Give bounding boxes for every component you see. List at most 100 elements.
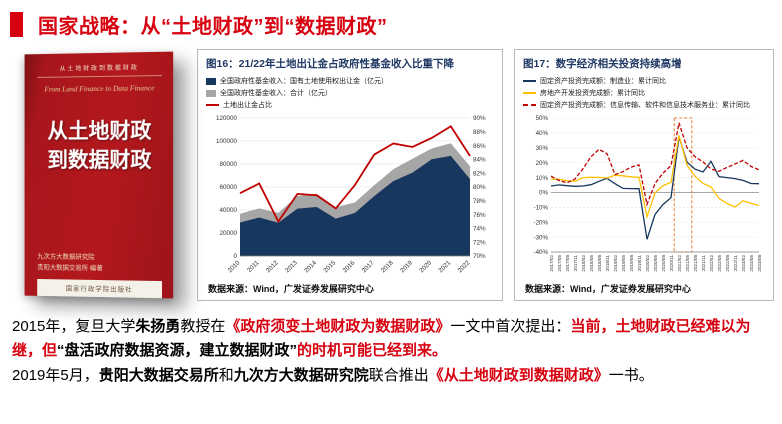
svg-text:-40%: -40% — [534, 249, 549, 256]
legend-label: 全国政府性基金收入：合计（亿元） — [220, 90, 332, 97]
legend-swatch-icon — [523, 80, 536, 82]
book-cover-wrap: 从土地财政到数据财政 From Land Finance to Data Fin… — [10, 49, 186, 299]
content-row: 从土地财政到数据财政 From Land Finance to Data Fin… — [0, 43, 782, 301]
svg-text:2018/05: 2018/05 — [589, 255, 594, 272]
text-run: 联合推出 — [368, 366, 429, 384]
svg-text:-20%: -20% — [534, 219, 549, 226]
svg-text:2012: 2012 — [265, 259, 280, 274]
svg-text:120000: 120000 — [216, 115, 238, 122]
svg-text:2020/11: 2020/11 — [669, 255, 674, 272]
svg-text:2021/08: 2021/08 — [693, 255, 698, 272]
svg-text:40%: 40% — [536, 130, 549, 137]
legend-item: 全国政府性基金收入：国有土地使用权出让金（亿元） — [206, 76, 496, 86]
figure-16-chart: 0 20000 40000 60000 80000 100000 120000 70% 72% 7… — [216, 115, 486, 274]
svg-text:2022/05: 2022/05 — [717, 255, 722, 272]
text-run: “盘活政府数据资源，建立数据财政” — [57, 342, 298, 360]
svg-text:2020/02: 2020/02 — [645, 255, 650, 272]
svg-text:2015: 2015 — [322, 259, 337, 274]
svg-text:72%: 72% — [473, 239, 486, 246]
svg-text:2020: 2020 — [418, 259, 433, 274]
svg-text:76%: 76% — [473, 212, 486, 219]
legend-swatch-icon — [523, 92, 536, 94]
book-title: 从土地财政 到数据财政 — [37, 116, 162, 175]
book-title-line2: 到数据财政 — [47, 148, 152, 173]
svg-text:2023/05: 2023/05 — [749, 255, 754, 272]
text-run: 和 — [218, 366, 234, 384]
svg-text:2019/05: 2019/05 — [621, 255, 626, 272]
figure-17-source: 数据来源：Wind，广发证券发展研究中心 — [525, 284, 691, 294]
svg-text:2019/02: 2019/02 — [613, 255, 618, 272]
svg-text:2023/08: 2023/08 — [757, 255, 762, 272]
text-run: 《从土地财政到数据财政》 — [428, 366, 609, 384]
text-run: 九次方大数据研究院 — [233, 366, 369, 384]
legend-swatch-icon — [206, 89, 216, 97]
slide-header: 国家战略：从“土地财政”到“数据财政” — [0, 0, 782, 43]
svg-text:40000: 40000 — [219, 207, 237, 214]
legend-label: 全国政府性基金收入：国有土地使用权出让金（亿元） — [220, 78, 388, 85]
svg-text:2022/11: 2022/11 — [733, 255, 738, 272]
legend-item: 固定资产投资完成额：信息传输、软件和信息技术服务业：累计同比 — [523, 100, 767, 110]
svg-text:-10%: -10% — [534, 205, 549, 212]
svg-text:-30%: -30% — [534, 234, 549, 241]
text-run: 教授在 — [180, 318, 226, 335]
body-text: 2015年，复旦大学朱扬勇教授在《政府须变土地财政为数据财政》一文中首次提出：当… — [0, 301, 782, 388]
svg-text:74%: 74% — [473, 226, 486, 233]
book-front-cover: 从土地财政到数据财政 From Land Finance to Data Fin… — [24, 51, 174, 299]
text-run: 2015年，复旦大学 — [12, 318, 136, 335]
svg-text:10%: 10% — [536, 175, 549, 182]
svg-text:20000: 20000 — [219, 230, 237, 237]
svg-text:2019: 2019 — [399, 259, 414, 274]
svg-text:2013: 2013 — [284, 259, 299, 274]
svg-text:2023/02: 2023/02 — [741, 255, 746, 272]
svg-text:2018/11: 2018/11 — [605, 255, 610, 272]
book-publisher: 国家行政学院出版社 — [37, 279, 163, 299]
legend-label: 固定资产投资完成额：信息传输、软件和信息技术服务业：累计同比 — [540, 102, 750, 109]
text-run: 一文中首次提出： — [450, 318, 571, 335]
book-top-line: 从土地财政到数据财政 — [37, 61, 163, 78]
svg-text:84%: 84% — [473, 157, 486, 164]
legend-item: 全国政府性基金收入：合计（亿元） — [206, 88, 496, 98]
svg-text:0%: 0% — [539, 190, 548, 197]
text-run: 朱扬勇 — [135, 318, 181, 335]
svg-text:70%: 70% — [473, 253, 486, 260]
legend-label: 房地产开发投资完成额：累计同比 — [540, 90, 645, 97]
svg-text:2018/02: 2018/02 — [581, 255, 586, 272]
svg-text:0: 0 — [233, 253, 237, 260]
figure-17-panel: 图17：数字经济相关投资持续高增 固定资产投资完成额：制造业：累计同比房地产开发… — [514, 49, 774, 301]
svg-text:30%: 30% — [536, 145, 549, 152]
figure-17-title: 图17：数字经济相关投资持续高增 — [523, 58, 682, 70]
svg-text:2018: 2018 — [380, 259, 395, 274]
title-bullet-mark — [10, 12, 23, 37]
svg-text:100000: 100000 — [216, 138, 238, 145]
svg-text:2021/05: 2021/05 — [685, 255, 690, 272]
legend-item: 土地出让金占比 — [206, 100, 496, 110]
svg-text:90%: 90% — [473, 115, 486, 122]
svg-text:2020/05: 2020/05 — [653, 255, 658, 272]
svg-text:80%: 80% — [473, 184, 486, 191]
svg-text:2017/11: 2017/11 — [573, 255, 578, 272]
svg-text:2018/08: 2018/08 — [597, 255, 602, 272]
svg-text:20%: 20% — [536, 160, 549, 167]
svg-text:2017: 2017 — [361, 259, 376, 274]
book-authors: 九次方大数据研究院 贵阳大数据交易所 编著 — [37, 252, 162, 281]
svg-text:60000: 60000 — [219, 184, 237, 191]
figure-16-title: 图16：21/22年土地出让金占政府性基金收入比重下降 — [206, 58, 454, 70]
svg-text:2021: 2021 — [437, 259, 452, 274]
svg-text:50%: 50% — [536, 115, 549, 122]
book-title-line1: 从土地财政 — [47, 118, 152, 144]
book-cover: 从土地财政到数据财政 From Land Finance to Data Fin… — [24, 51, 174, 299]
legend-label: 土地出让金占比 — [223, 102, 272, 109]
legend-item: 固定资产投资完成额：制造业：累计同比 — [523, 76, 767, 86]
figure-17-legend: 固定资产投资完成额：制造业：累计同比房地产开发投资完成额：累计同比固定资产投资完… — [523, 76, 767, 110]
book-author-2: 贵阳大数据交易所 编著 — [37, 263, 103, 272]
svg-text:82%: 82% — [473, 170, 486, 177]
svg-text:2011: 2011 — [246, 259, 261, 274]
legend-swatch-icon — [206, 77, 216, 85]
svg-text:2022/08: 2022/08 — [725, 255, 730, 272]
svg-text:86%: 86% — [473, 143, 486, 150]
text-run: 2019年5月， — [12, 366, 99, 384]
svg-text:2022: 2022 — [457, 259, 472, 274]
figure-16-source: 数据来源：Wind，广发证券发展研究中心 — [208, 284, 374, 294]
paragraph: 2015年，复旦大学朱扬勇教授在《政府须变土地财政为数据财政》一文中首次提出：当… — [12, 315, 768, 364]
svg-text:2020/08: 2020/08 — [661, 255, 666, 272]
